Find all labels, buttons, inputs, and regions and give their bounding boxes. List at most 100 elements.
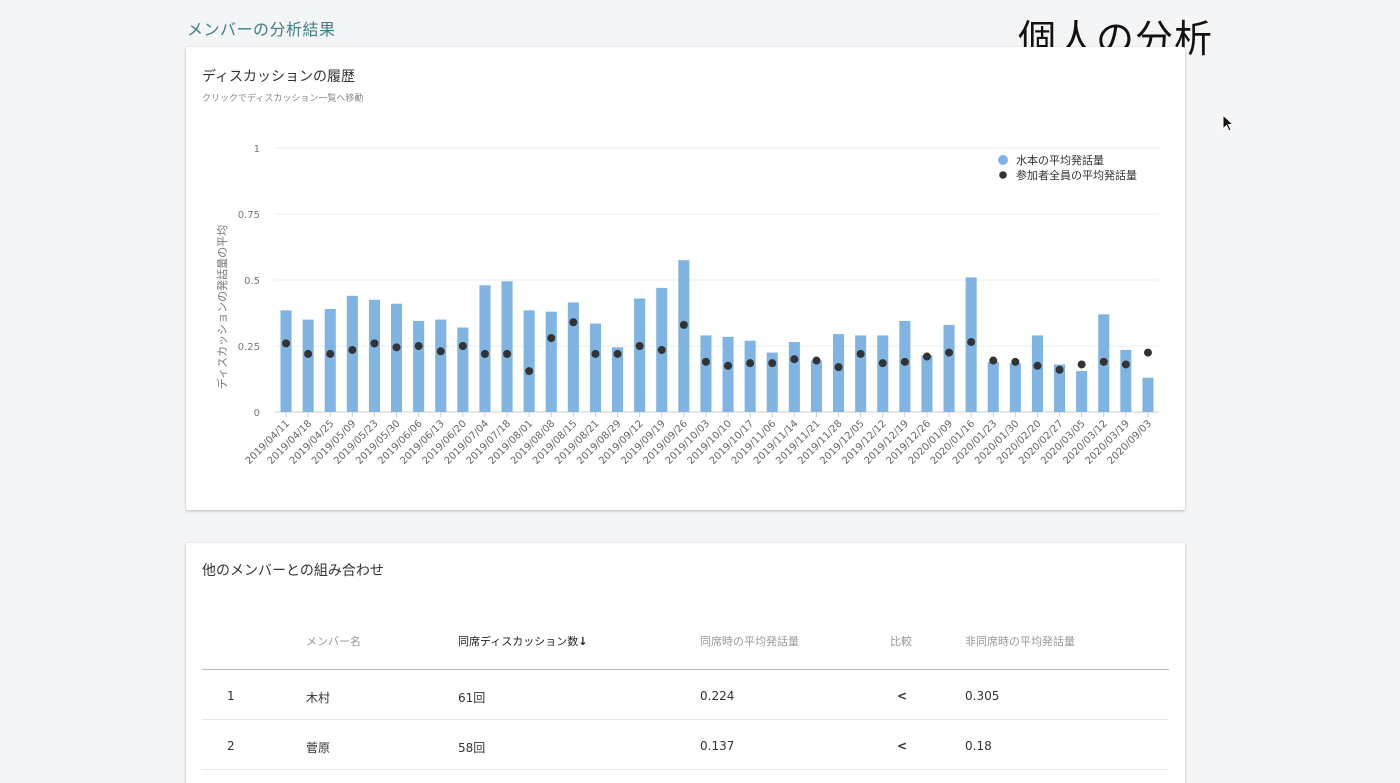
discussion-history-card[interactable]: ディスカッションの履歴 クリックでディスカッション一覧へ移動 0 0.25 0.5 0… xyxy=(186,47,1185,510)
average-dot[interactable] xyxy=(679,320,688,329)
row-avg-without: 0.305 xyxy=(965,689,1000,703)
bar[interactable] xyxy=(567,302,579,412)
bar[interactable] xyxy=(589,323,601,412)
bar[interactable] xyxy=(280,310,292,412)
y-tick-label: 0 xyxy=(254,408,260,419)
average-dot[interactable] xyxy=(812,356,821,365)
legend-dot-swatch-icon xyxy=(999,171,1007,179)
bar[interactable] xyxy=(479,285,491,412)
row-member-name: 木村 xyxy=(306,691,331,705)
bar[interactable] xyxy=(634,298,646,412)
table-header-divider xyxy=(202,669,1169,670)
average-dot[interactable] xyxy=(922,352,931,361)
bar[interactable] xyxy=(523,310,535,412)
average-dot[interactable] xyxy=(1143,348,1152,357)
table-row[interactable]: 2 菅原 58回 0.137 < 0.18 xyxy=(202,720,1169,770)
y-axis-label: ディスカッションの発話量の平均 xyxy=(215,225,229,389)
bar[interactable] xyxy=(413,320,425,412)
column-header-avg-without[interactable]: 非同席時の平均発話量 xyxy=(965,635,1075,648)
bar[interactable] xyxy=(391,303,403,412)
bar[interactable] xyxy=(921,355,933,412)
average-dot[interactable] xyxy=(414,342,423,350)
average-dot[interactable] xyxy=(326,349,335,358)
average-dot[interactable] xyxy=(657,345,666,354)
bar[interactable] xyxy=(678,260,690,412)
bar[interactable] xyxy=(833,334,845,412)
average-dot[interactable] xyxy=(348,345,357,354)
average-dot[interactable] xyxy=(878,359,887,368)
average-dot[interactable] xyxy=(635,342,644,350)
average-dot[interactable] xyxy=(458,342,467,350)
table-row[interactable]: 1 木村 61回 0.224 < 0.305 xyxy=(202,670,1169,720)
average-dot[interactable] xyxy=(1099,357,1108,366)
bar[interactable] xyxy=(722,336,734,412)
average-dot[interactable] xyxy=(282,339,291,348)
average-dot[interactable] xyxy=(370,339,379,348)
average-dot[interactable] xyxy=(1121,360,1130,369)
column-header-shared-count-label: 同席ディスカッション数 xyxy=(458,635,579,648)
bar[interactable] xyxy=(943,324,955,412)
y-tick-label: 0.5 xyxy=(244,276,260,287)
average-dot[interactable] xyxy=(480,349,489,358)
bar[interactable] xyxy=(324,309,336,412)
average-dot[interactable] xyxy=(1077,360,1086,369)
chart-legend: 水本の平均発話量 参加者全員の平均発話量 xyxy=(998,153,1137,182)
average-dot[interactable] xyxy=(525,367,534,376)
average-dot[interactable] xyxy=(989,356,998,365)
mouse-cursor-icon xyxy=(1222,114,1234,132)
average-dot[interactable] xyxy=(591,349,600,358)
bar[interactable] xyxy=(501,281,513,412)
row-shared-count: 61回 xyxy=(458,691,486,705)
bar[interactable] xyxy=(1031,335,1043,412)
bar[interactable] xyxy=(744,340,756,412)
average-dot[interactable] xyxy=(967,338,976,347)
bar[interactable] xyxy=(1054,364,1066,412)
bar[interactable] xyxy=(899,320,911,412)
average-dot[interactable] xyxy=(724,361,733,370)
member-combination-card: 他のメンバーとの組み合わせ メンバー名 同席ディスカッション数↓ 同席時の平均発… xyxy=(186,543,1185,783)
bar[interactable] xyxy=(855,335,867,412)
bar[interactable] xyxy=(457,327,469,412)
bar[interactable] xyxy=(435,319,447,412)
average-dot[interactable] xyxy=(834,363,843,372)
bar[interactable] xyxy=(545,311,557,412)
average-dot[interactable] xyxy=(945,348,954,357)
average-dot[interactable] xyxy=(746,359,755,368)
average-dot[interactable] xyxy=(503,349,512,358)
average-dot[interactable] xyxy=(768,359,777,368)
column-header-avg-with[interactable]: 同席時の平均発話量 xyxy=(700,635,799,648)
average-dot[interactable] xyxy=(547,334,556,343)
bar[interactable] xyxy=(700,335,712,412)
bar[interactable] xyxy=(1009,363,1021,412)
average-dot[interactable] xyxy=(1011,357,1020,366)
sort-arrow-down-icon: ↓ xyxy=(578,635,588,648)
y-tick-label: 0.25 xyxy=(238,342,260,353)
bar[interactable] xyxy=(1120,349,1132,412)
average-dot[interactable] xyxy=(856,349,865,358)
average-dot[interactable] xyxy=(701,357,710,366)
discussion-history-chart: 00.250.50.751 2019/04/112019/04/182019/0… xyxy=(215,144,1159,467)
bar[interactable] xyxy=(612,347,624,412)
bar[interactable] xyxy=(368,299,380,412)
average-dot[interactable] xyxy=(1033,361,1042,370)
bar[interactable] xyxy=(1142,377,1154,412)
bar[interactable] xyxy=(788,342,800,412)
column-header-member-name[interactable]: メンバー名 xyxy=(306,635,361,648)
bar[interactable] xyxy=(1076,371,1088,412)
average-dot[interactable] xyxy=(900,357,909,366)
average-dot[interactable] xyxy=(613,349,622,358)
row-member-name: 菅原 xyxy=(306,741,331,755)
average-dot[interactable] xyxy=(304,349,313,358)
bar[interactable] xyxy=(302,319,314,412)
average-dot[interactable] xyxy=(436,347,445,356)
column-header-shared-count[interactable]: 同席ディスカッション数↓ xyxy=(458,633,587,649)
bar[interactable] xyxy=(987,361,999,412)
average-dot[interactable] xyxy=(1055,365,1064,374)
bar[interactable] xyxy=(877,335,889,412)
bar[interactable] xyxy=(766,352,778,412)
average-dot[interactable] xyxy=(569,318,578,327)
bar[interactable] xyxy=(810,360,822,412)
column-header-compare[interactable]: 比較 xyxy=(890,635,912,648)
average-dot[interactable] xyxy=(790,355,799,364)
average-dot[interactable] xyxy=(392,343,401,352)
